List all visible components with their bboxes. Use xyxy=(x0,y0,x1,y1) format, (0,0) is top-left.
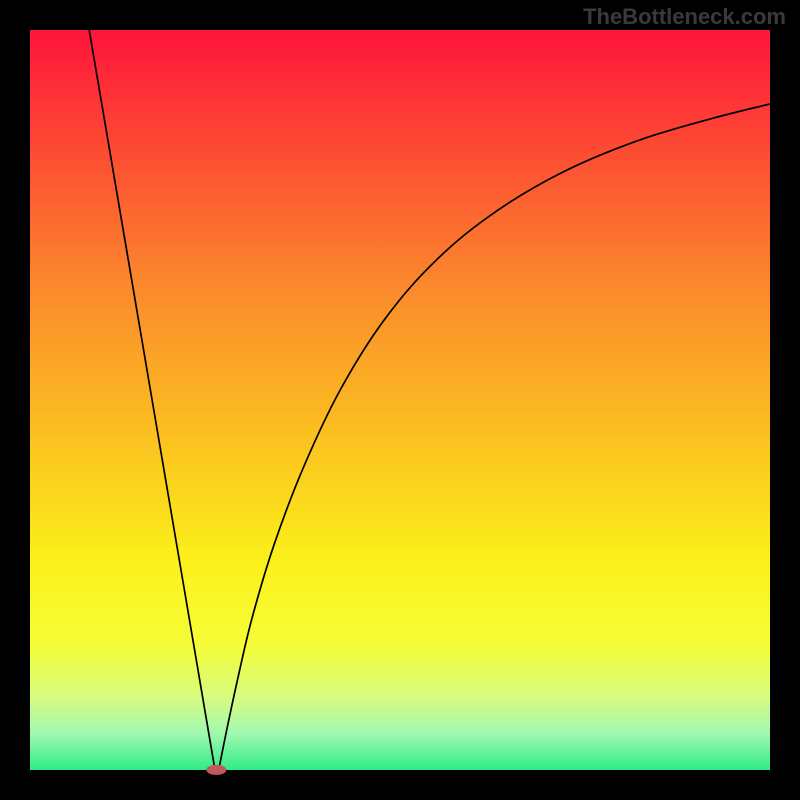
watermark-text: TheBottleneck.com xyxy=(583,4,786,30)
bottleneck-curve-right xyxy=(219,104,770,770)
plot-area xyxy=(30,30,770,770)
bottleneck-curve-left xyxy=(89,30,215,770)
optimal-marker xyxy=(207,765,226,775)
curve-layer xyxy=(30,30,770,770)
